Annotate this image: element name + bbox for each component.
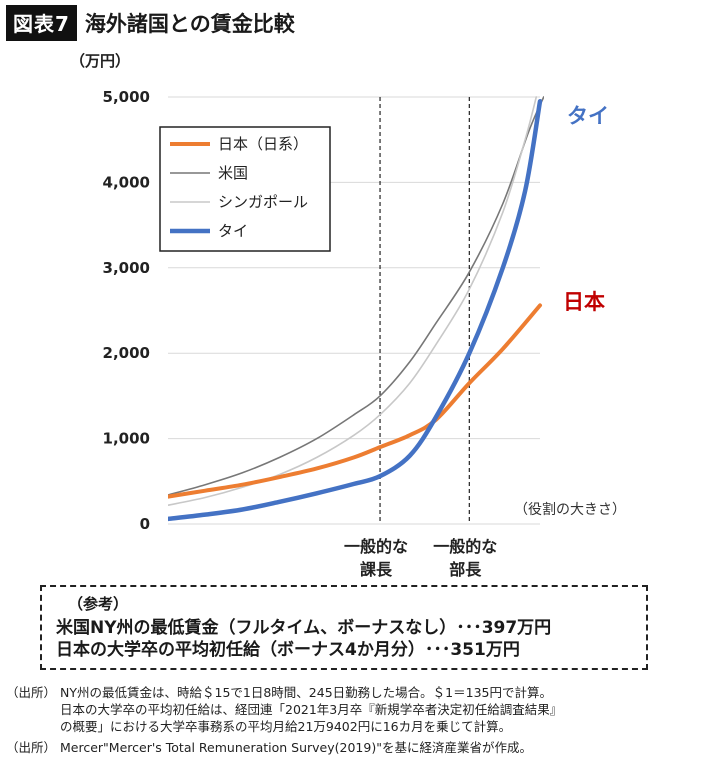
- series-line-0: [168, 303, 542, 499]
- legend-label: 米国: [218, 164, 248, 182]
- source-body: Mercer"Mercer's Total Remuneration Surve…: [60, 739, 706, 756]
- source-body: NY州の最低賃金は、時給＄15で1日8時間、245日勤務した場合。＄1＝135円…: [60, 684, 706, 735]
- y-tick-label: 2,000: [103, 344, 150, 362]
- series-end-label: 日本: [563, 290, 605, 314]
- source-notes: （出所） NY州の最低賃金は、時給＄15で1日8時間、245日勤務した場合。＄1＝…: [6, 684, 706, 756]
- reference-box: （参考） 米国NY州の最低賃金（フルタイム、ボーナスなし）･･･397万円 日本…: [40, 585, 648, 670]
- reference-ny-minimum-wage: 米国NY州の最低賃金（フルタイム、ボーナスなし）･･･397万円: [56, 618, 552, 638]
- source-note: （出所） Mercer"Mercer's Total Remuneration S…: [6, 739, 706, 756]
- role-label-line1: 一般的な: [433, 537, 497, 556]
- source-line: NY州の最低賃金は、時給＄15で1日8時間、245日勤務した場合。＄1＝135円…: [60, 685, 552, 700]
- y-tick-label: 3,000: [103, 259, 150, 277]
- reference-heading: （参考）: [68, 595, 129, 613]
- legend-label: タイ: [218, 222, 248, 240]
- y-tick-label: 4,000: [103, 173, 150, 191]
- x-axis-note: （役割の大きさ）: [514, 501, 626, 518]
- series-end-label: タイ: [567, 104, 609, 128]
- source-line: 日本の大学卒の平均初任給は、経団連「2021年3月卒『新規学卒者決定初任給調査結…: [60, 702, 563, 717]
- y-tick-label: 5,000: [103, 88, 150, 106]
- figure-label: 図表7: [6, 5, 77, 41]
- source-tag: （出所）: [6, 740, 57, 755]
- source-tag: （出所）: [6, 685, 57, 700]
- legend-label: シンガポール: [218, 193, 308, 211]
- figure-header: 図表7 海外諸国との賃金比較: [6, 5, 295, 41]
- role-label-line2: 部長: [449, 560, 482, 579]
- figure-title: 海外諸国との賃金比較: [84, 12, 295, 36]
- source-line: Mercer"Mercer's Total Remuneration Surve…: [60, 740, 532, 755]
- role-label-line1: 一般的な: [344, 537, 408, 556]
- source-line: の概要」における大学卒事務系の平均月給21万9402円に16カ月を乗じて計算。: [60, 719, 512, 734]
- series-line-2: [168, 96, 538, 507]
- y-tick-label: 1,000: [103, 430, 150, 448]
- y-axis-unit-label: （万円）: [70, 52, 130, 70]
- y-tick-label: 0: [140, 515, 150, 533]
- role-label-line2: 課長: [360, 560, 393, 579]
- reference-japan-starting-salary: 日本の大学卒の平均初任給（ボーナス4か月分）･･･351万円: [56, 640, 520, 660]
- series-line-1: [168, 96, 544, 496]
- source-note: （出所） NY州の最低賃金は、時給＄15で1日8時間、245日勤務した場合。＄1＝…: [6, 684, 706, 735]
- series-line-3: [168, 99, 543, 522]
- legend-label: 日本（日系）: [218, 135, 308, 153]
